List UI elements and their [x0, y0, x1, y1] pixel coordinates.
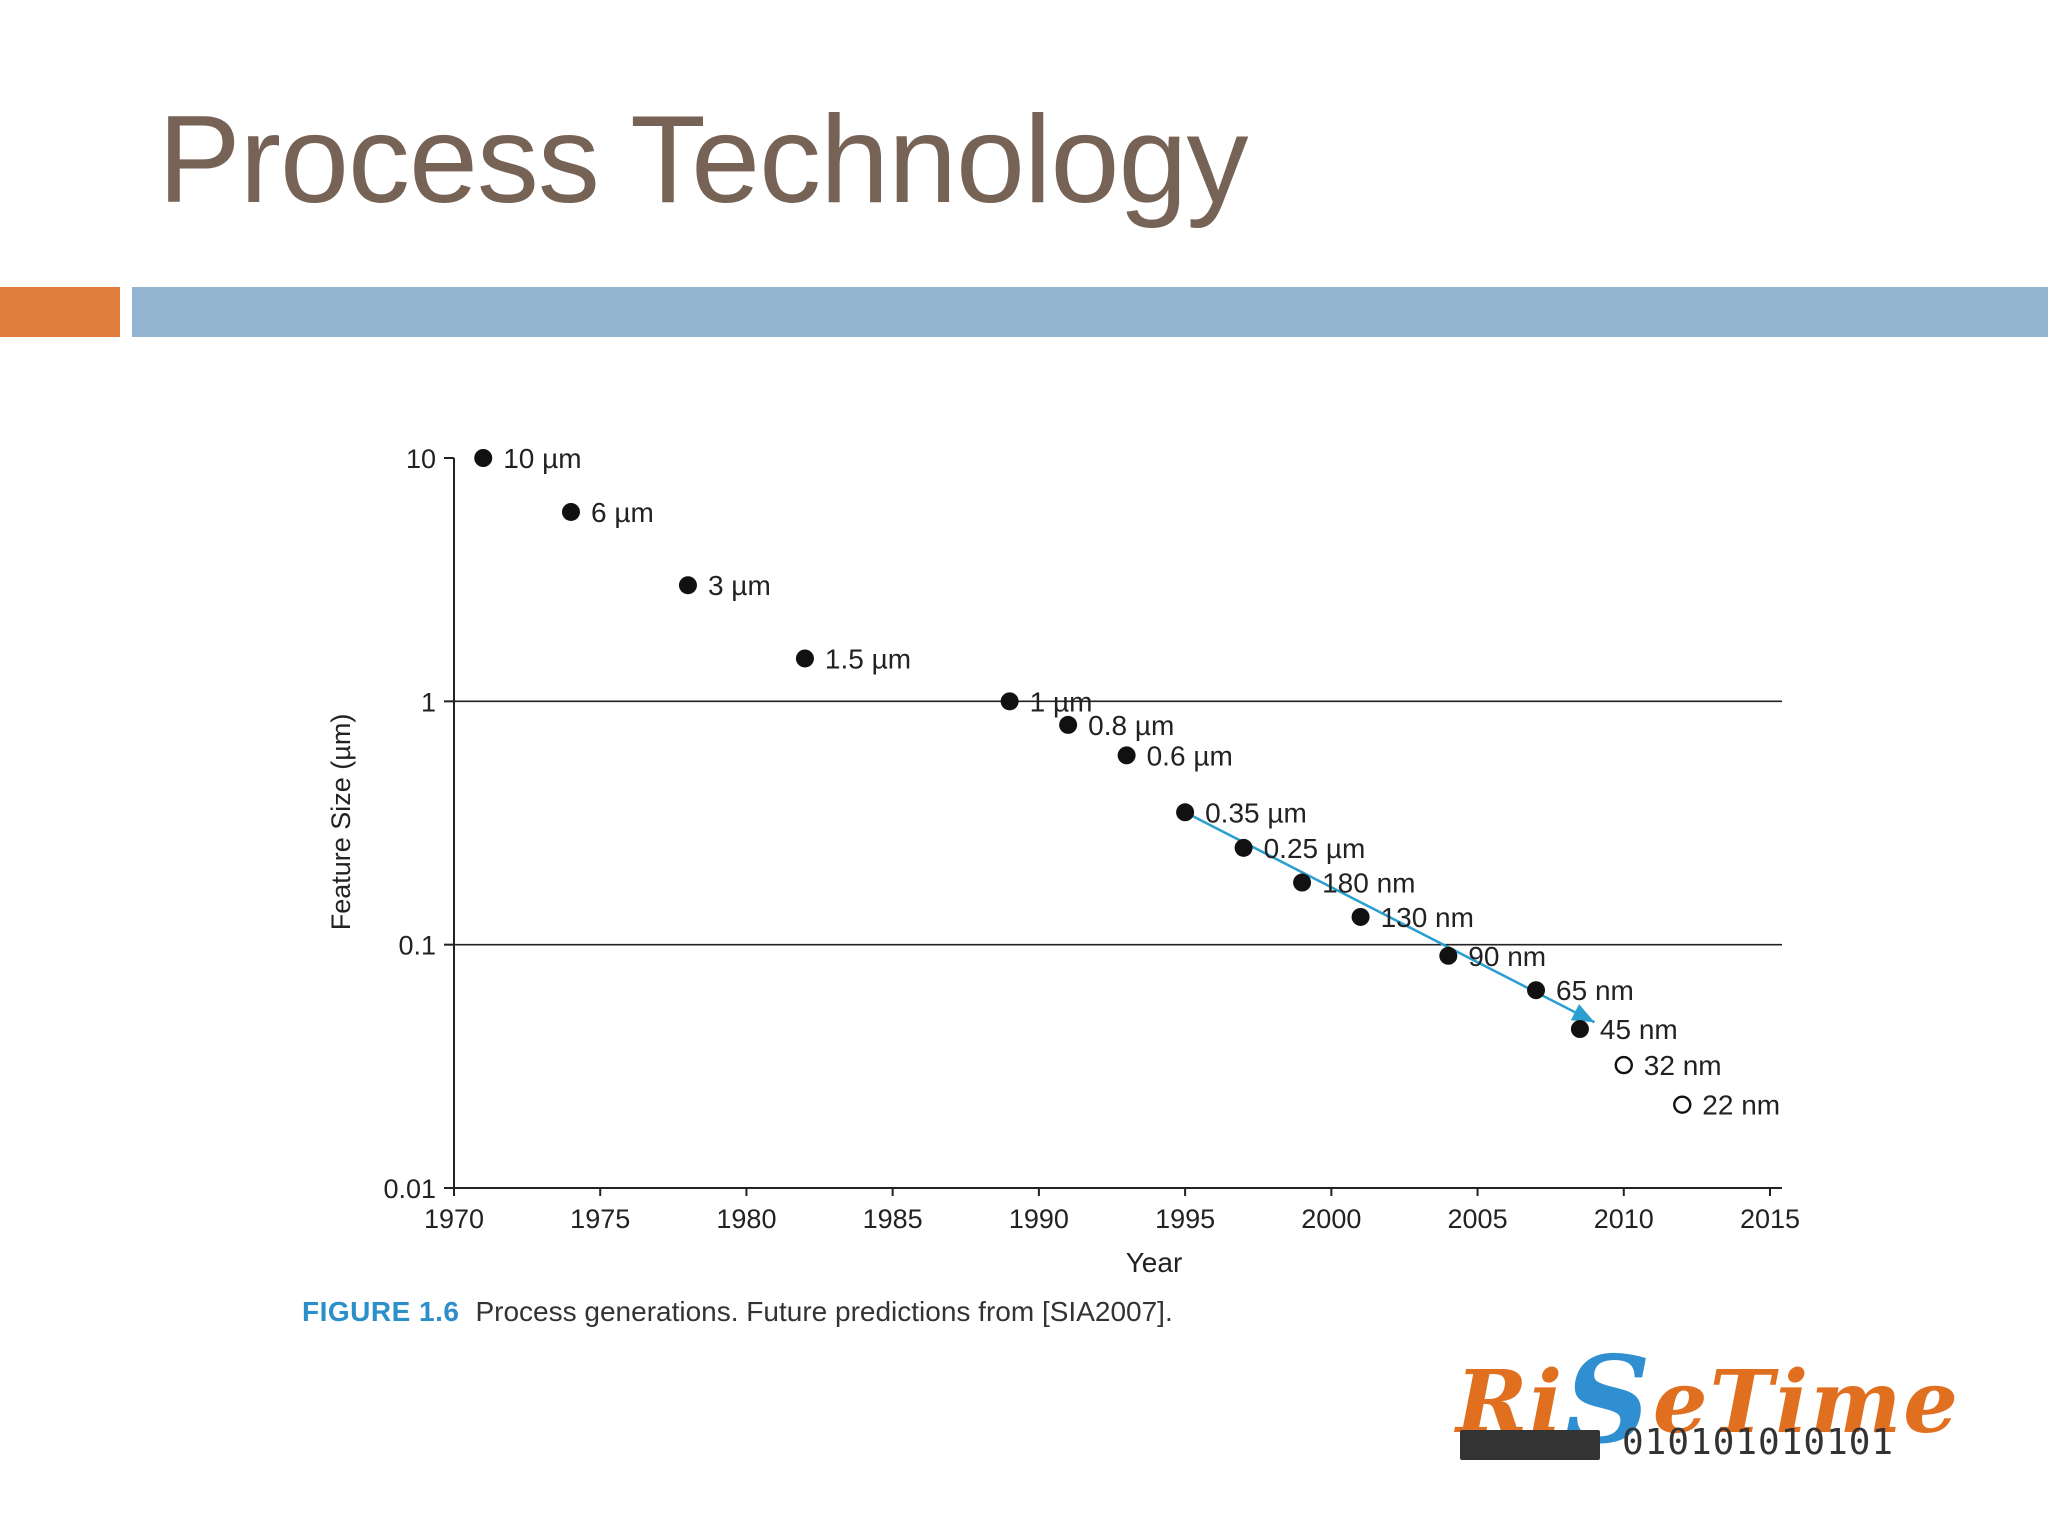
- data-point: [1293, 873, 1312, 892]
- data-point: [1234, 838, 1253, 857]
- data-label: 22 nm: [1702, 1090, 1780, 1121]
- data-point: [1117, 746, 1136, 765]
- x-tick-label: 2005: [1448, 1204, 1508, 1234]
- data-label: 130 nm: [1381, 902, 1474, 933]
- data-label: 0.35 µm: [1205, 797, 1307, 828]
- data-point: [1059, 715, 1078, 734]
- data-point-open: [1673, 1095, 1692, 1114]
- logo-binary-text: 010101010101: [1622, 1422, 1895, 1463]
- data-label: 3 µm: [708, 570, 771, 601]
- data-label: 10 µm: [503, 443, 581, 474]
- x-tick-label: 2015: [1740, 1204, 1800, 1234]
- logo-bar: [1460, 1430, 1600, 1460]
- trend-line: [1184, 811, 1596, 1024]
- data-point-open: [1614, 1055, 1633, 1075]
- y-tick-label: 0.01: [383, 1174, 436, 1204]
- y-axis-label: Feature Size (µm): [326, 714, 356, 931]
- data-point: [795, 649, 814, 668]
- data-label: 0.25 µm: [1264, 833, 1366, 864]
- accent-bar: [0, 287, 120, 337]
- data-point: [1351, 907, 1370, 926]
- data-point: [1439, 946, 1458, 965]
- chart-gridlines: [454, 700, 1782, 946]
- x-tick-label: 2010: [1594, 1204, 1654, 1234]
- data-point: [474, 449, 493, 467]
- logo-wordmark: RiSeTime: [1456, 1330, 1960, 1471]
- title-divider-bar: [132, 287, 2048, 337]
- data-label: 65 nm: [1556, 975, 1634, 1006]
- data-label: 6 µm: [591, 497, 654, 528]
- x-tick-label: 1970: [424, 1204, 484, 1234]
- data-label: 0.6 µm: [1147, 740, 1233, 771]
- trend-arrowhead: [1570, 1004, 1595, 1023]
- x-tick-label: 1995: [1155, 1204, 1215, 1234]
- figure-caption-text: Process generations. Future predictions …: [475, 1296, 1173, 1327]
- x-tick-label: 1990: [1009, 1204, 1069, 1234]
- y-tick-label: 0.1: [398, 931, 436, 961]
- risetime-logo: RiSeTime 010101010101: [1456, 1330, 1958, 1471]
- data-label: 1.5 µm: [825, 643, 911, 674]
- data-point: [1176, 803, 1195, 822]
- data-label: 180 nm: [1322, 868, 1415, 899]
- data-point: [1000, 692, 1019, 711]
- data-points: 10 µm 6 µm 3 µm 1.5 µm 1 µm0.8 µm0.6 µm 0.35 …: [474, 443, 1780, 1121]
- data-label: 45 nm: [1600, 1014, 1678, 1045]
- data-label: 32 nm: [1644, 1050, 1722, 1081]
- data-point: [1527, 981, 1546, 1000]
- data-label: 90 nm: [1468, 941, 1546, 972]
- data-point: [1570, 1020, 1589, 1039]
- figure-caption: FIGURE 1.6 Process generations. Future pr…: [302, 1296, 1173, 1328]
- data-point: [561, 502, 580, 521]
- data-label: 1 µm: [1030, 686, 1093, 717]
- x-tick-label: 2000: [1301, 1204, 1361, 1234]
- x-tick-label: 1985: [863, 1204, 923, 1234]
- data-point: [678, 576, 697, 595]
- figure-label: FIGURE 1.6: [302, 1296, 460, 1327]
- data-label: 0.8 µm: [1088, 710, 1174, 741]
- slide-title: Process Technology: [158, 91, 1248, 229]
- y-tick-label: 1: [421, 687, 436, 717]
- x-tick-label: 1975: [570, 1204, 630, 1234]
- x-tick-label: 1980: [716, 1204, 776, 1234]
- trend-line-group: [1184, 811, 1596, 1024]
- chart-axes: 1970 1975 1980 1985 1990 1995 2000 2005 2010 2015…: [383, 444, 1800, 1234]
- x-axis-label: Year: [1126, 1247, 1183, 1278]
- y-tick-label: 10: [406, 444, 436, 474]
